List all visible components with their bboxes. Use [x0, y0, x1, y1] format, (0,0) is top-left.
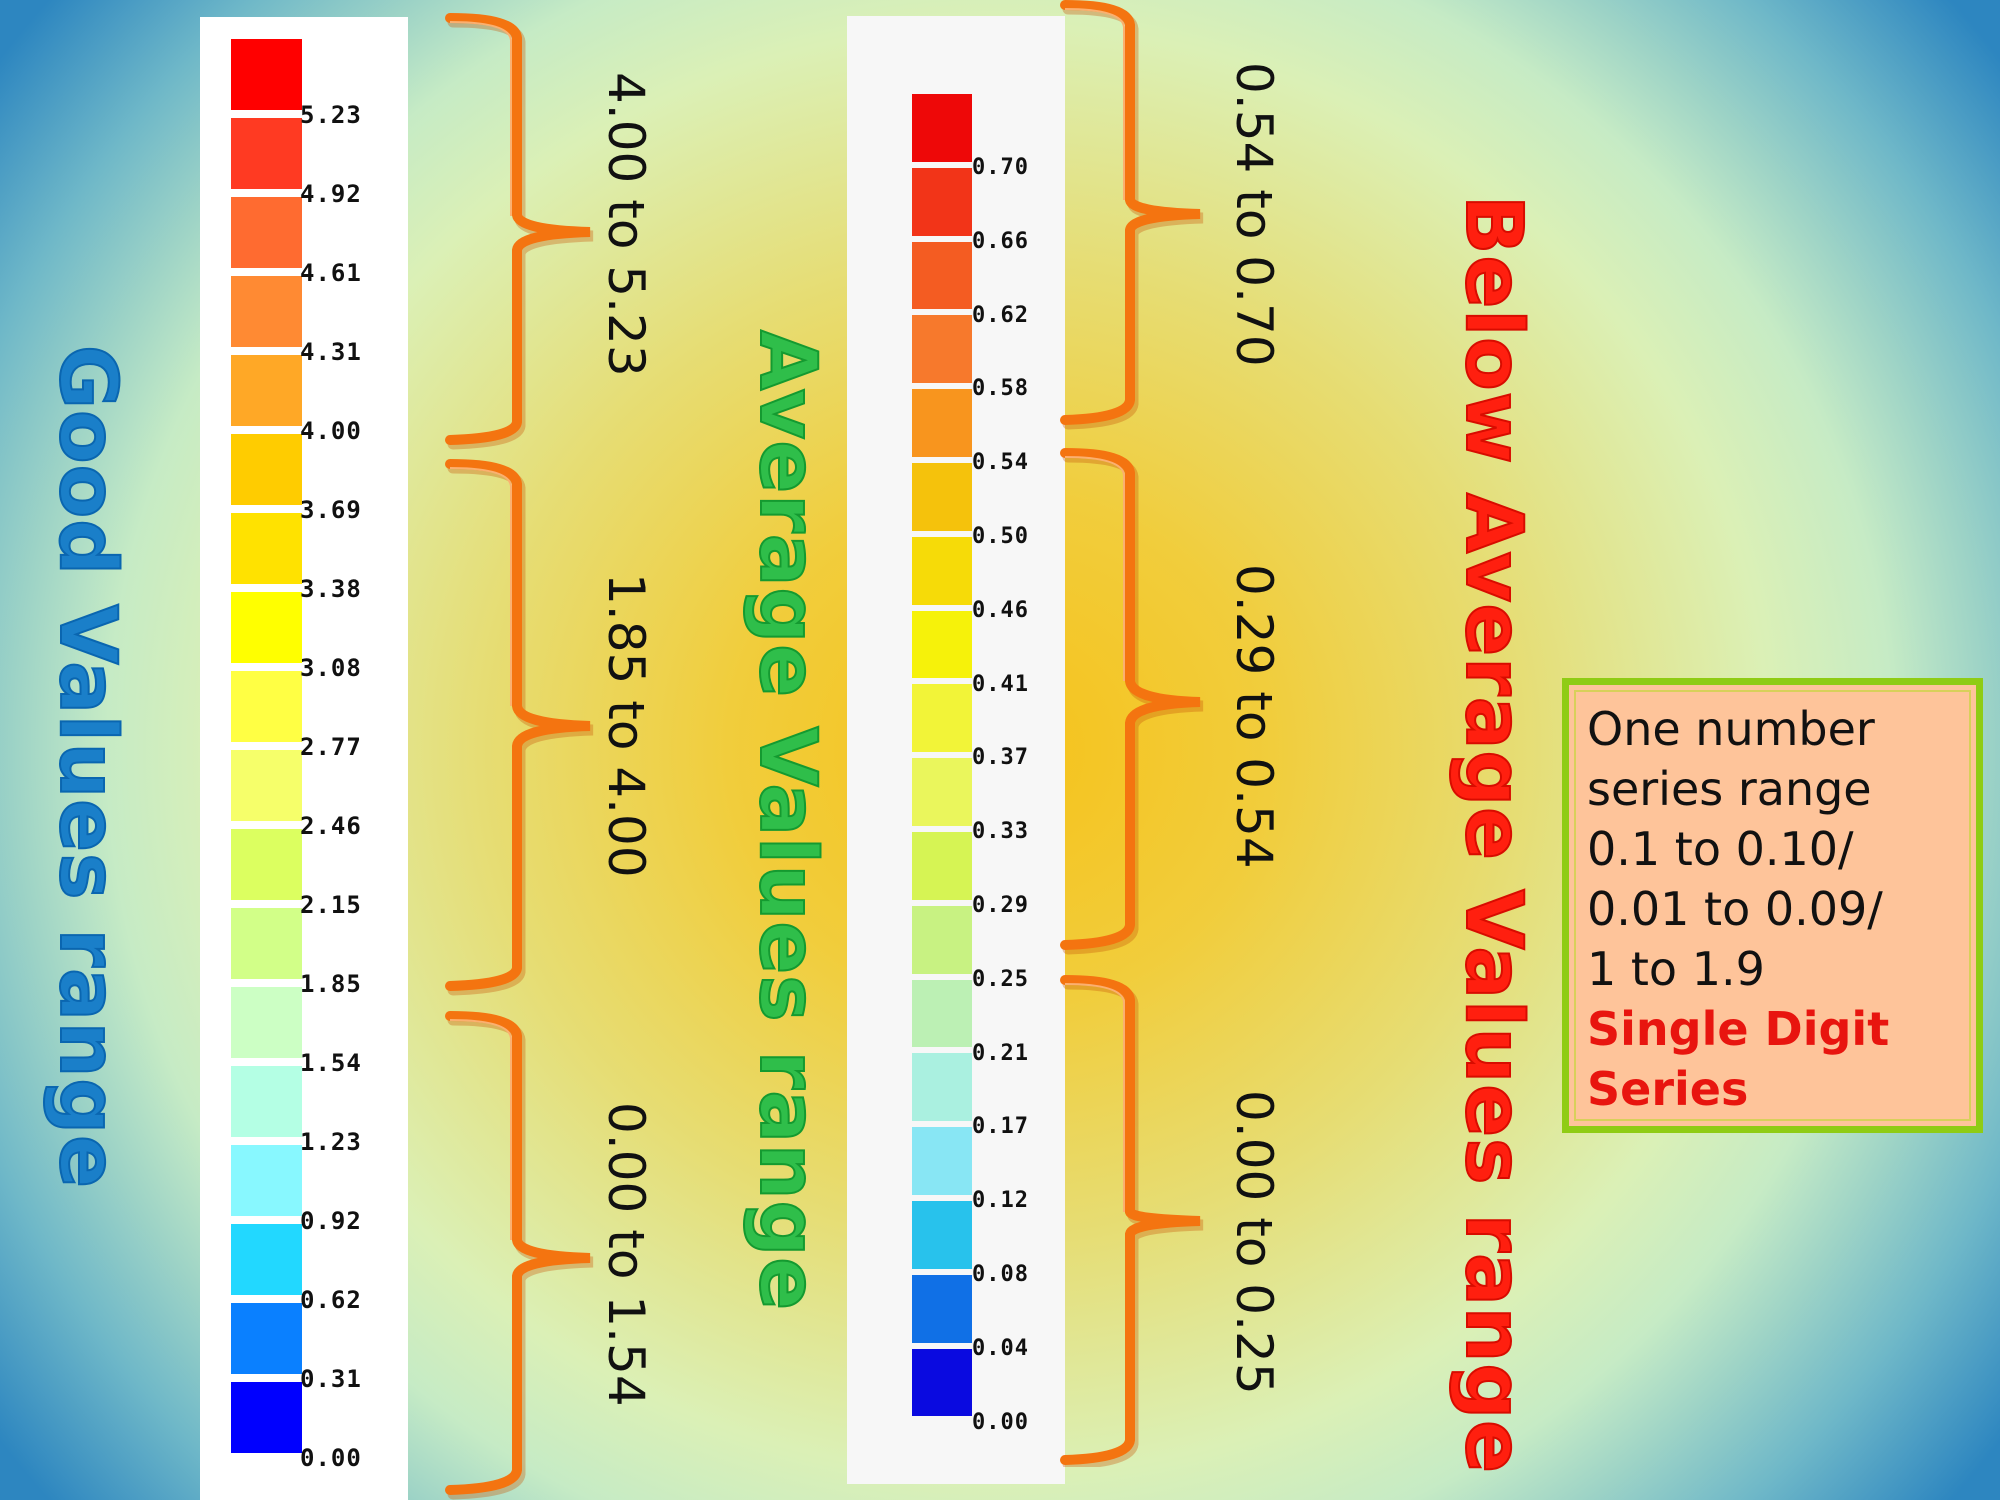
left-color-legend: 5.23 4.92 4.61 4.31 4.00 3.69 3.38 3.08 2.77 2.46… — [200, 17, 408, 1500]
legend-tick-label: 3.08 — [300, 654, 362, 682]
legend-tick-label: 0.50 — [972, 524, 1029, 549]
note-line: 0.1 to 0.10/ — [1587, 822, 1854, 876]
left-range-label-low: 0.00 to 1.54 — [597, 1102, 655, 1407]
legend-swatch — [231, 592, 302, 663]
legend-swatch — [231, 750, 302, 821]
legend-tick-label: 4.31 — [300, 338, 362, 366]
legend-swatch — [231, 908, 302, 979]
legend-swatch — [231, 671, 302, 742]
legend-swatch — [231, 1066, 302, 1137]
legend-tick-label: 3.69 — [300, 496, 362, 524]
legend-tick-label: 0.62 — [972, 302, 1029, 328]
legend-swatch — [912, 389, 972, 457]
legend-tick-label: 0.21 — [972, 1040, 1029, 1066]
legend-tick-label: 0.12 — [972, 1188, 1029, 1214]
legend-tick-label: 0.58 — [972, 376, 1029, 402]
legend-tick-label: 2.15 — [300, 891, 362, 919]
brace-icon — [1060, 0, 1204, 430]
legend-tick-label: 0.00 — [972, 1409, 1029, 1435]
legend-tick-label: 0.92 — [300, 1207, 362, 1235]
legend-tick-label: 2.77 — [300, 733, 362, 761]
legend-swatch — [231, 987, 302, 1058]
legend-swatch — [912, 1348, 972, 1417]
legend-swatch — [912, 315, 972, 384]
legend-swatch — [231, 1224, 302, 1295]
legend-swatch — [912, 1053, 972, 1122]
legend-swatch — [912, 684, 972, 753]
legend-tick-label: 4.61 — [300, 259, 362, 287]
note-line: 0.01 to 0.09/ — [1587, 882, 1883, 936]
legend-swatch — [912, 94, 972, 162]
legend-swatch — [231, 355, 302, 426]
legend-swatch — [912, 610, 972, 679]
legend-tick-label: 0.37 — [972, 745, 1029, 771]
right-range-label-high: 0.54 to 0.70 — [1225, 62, 1283, 367]
legend-swatch — [912, 1201, 972, 1269]
single-digit-series-note: One number series range 0.1 to 0.10/ 0.0… — [1562, 678, 1983, 1133]
legend-tick-label: 0.70 — [972, 155, 1029, 180]
note-emphasis: Series — [1587, 1062, 1749, 1116]
legend-tick-label: 0.25 — [972, 966, 1029, 992]
legend-swatch — [912, 167, 972, 236]
legend-tick-label: 4.00 — [300, 417, 362, 445]
legend-swatch — [231, 1303, 302, 1374]
brace-icon — [1060, 448, 1204, 955]
legend-swatch — [912, 241, 972, 310]
brace-icon — [445, 1011, 594, 1500]
legend-tick-label: 4.92 — [300, 180, 362, 208]
left-range-label-mid: 1.85 to 4.00 — [597, 573, 655, 878]
legend-swatch — [912, 979, 972, 1048]
legend-swatch — [912, 1274, 972, 1343]
right-range-label-mid: 0.29 to 0.54 — [1225, 564, 1283, 869]
legend-swatch — [231, 276, 302, 347]
legend-swatch — [231, 829, 302, 900]
brace-icon — [1060, 975, 1204, 1467]
legend-swatch — [231, 434, 302, 505]
below-average-values-title: Below Average Values range — [1447, 194, 1539, 1475]
legend-tick-label: 5.23 — [300, 101, 362, 129]
legend-tick-label: 1.85 — [300, 970, 362, 998]
legend-tick-label: 0.62 — [300, 1286, 362, 1314]
legend-swatch — [912, 832, 972, 900]
note-emphasis: Single Digit — [1587, 1002, 1890, 1056]
legend-swatch — [912, 758, 972, 826]
legend-swatch — [912, 536, 972, 605]
legend-tick-label: 0.54 — [972, 450, 1029, 476]
legend-swatch — [231, 1145, 302, 1216]
note-line: 1 to 1.9 — [1587, 942, 1765, 996]
legend-tick-label: 0.29 — [972, 893, 1029, 918]
legend-swatch — [231, 39, 302, 110]
legend-tick-label: 0.08 — [972, 1262, 1029, 1287]
legend-tick-label: 0.04 — [972, 1335, 1029, 1361]
legend-swatch — [231, 118, 302, 189]
legend-tick-label: 2.46 — [300, 812, 362, 840]
legend-tick-label: 3.38 — [300, 575, 362, 603]
average-values-title: Average Values range — [741, 329, 833, 1312]
legend-tick-label: 0.33 — [972, 819, 1029, 845]
brace-icon — [445, 13, 594, 450]
left-range-label-high: 4.00 to 5.23 — [597, 72, 655, 377]
legend-tick-label: 0.17 — [972, 1114, 1029, 1140]
right-color-legend: 0.70 0.66 0.62 0.58 0.54 0.50 0.46 0.41 0.37 0.33… — [847, 16, 1065, 1484]
good-values-title: Good Values range — [41, 344, 133, 1190]
legend-swatch — [912, 463, 972, 531]
legend-swatch — [912, 905, 972, 974]
legend-swatch — [231, 513, 302, 584]
legend-tick-label: 0.46 — [972, 597, 1029, 623]
legend-tick-label: 1.23 — [300, 1128, 362, 1156]
legend-swatch — [231, 197, 302, 268]
legend-tick-label: 0.41 — [972, 671, 1029, 697]
legend-swatch — [231, 1382, 302, 1453]
right-range-label-low: 0.00 to 0.25 — [1225, 1090, 1283, 1395]
legend-tick-label: 1.54 — [300, 1049, 362, 1077]
legend-tick-label: 0.00 — [300, 1444, 362, 1472]
brace-icon — [445, 459, 594, 996]
legend-swatch — [912, 1127, 972, 1195]
note-line: One number — [1587, 702, 1875, 756]
note-line: series range — [1587, 762, 1872, 816]
legend-tick-label: 0.66 — [972, 228, 1029, 254]
legend-tick-label: 0.31 — [300, 1365, 362, 1393]
